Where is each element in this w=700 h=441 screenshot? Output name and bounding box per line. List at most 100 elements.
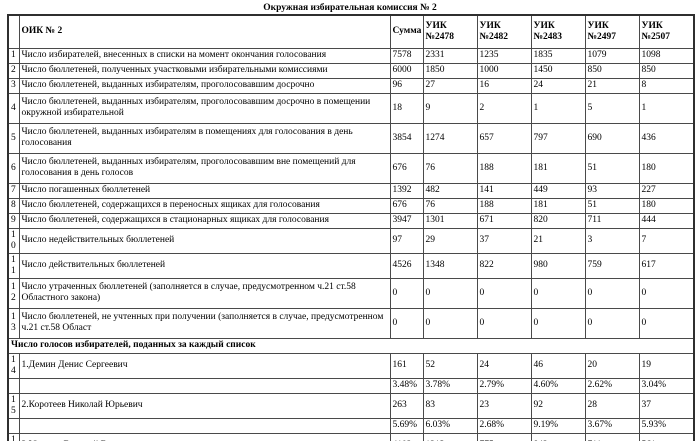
cell-percent: 2.68% [476,417,532,434]
cell-value: 96 [389,77,424,94]
col-header-line: УИК [425,20,447,31]
cell-value: 0 [530,307,586,339]
cell-value: 19 [638,352,695,379]
candidate-percent-row: 3.48% 3.78% 2.79% 4.60% 2.62% 3.04% [7,377,695,394]
cell-value: 0 [422,307,478,339]
cell-percent: 3.48% [389,377,424,394]
cell-percent: 5.69% [389,417,424,434]
col-header-line: УИК [479,20,501,31]
table-row: 7 Число погашенных бюллетеней 1392 482 1… [7,182,695,199]
row-number: 11 [7,252,20,279]
row-number: 15 [7,392,20,419]
row-number: 14 [7,352,20,379]
cell-value: 0 [389,307,424,339]
cell-value: 0 [584,277,640,309]
cell-value: 1 [530,92,586,124]
cell-value: 51 [584,152,640,184]
col-header-uik-2497: УИК №2497 [584,14,640,49]
cell-percent: 4.60% [530,377,586,394]
row-number: 7 [7,182,20,199]
cell-value: 676 [389,152,424,184]
cell-value: 1213 [422,432,478,441]
candidate-name: 1.Демин Денис Сергеевич [18,352,391,379]
cell-value: 561 [638,432,695,441]
col-header-line: №2478 [425,31,455,42]
cell-percent: 3.04% [638,377,695,394]
cell-value: 180 [638,197,695,214]
cell-value: 850 [638,62,695,79]
cell-value: 5 [584,92,640,124]
cell-value: 1392 [389,182,424,199]
corner-cell [7,14,20,49]
row-label: Число действительных бюллетеней [18,252,391,279]
row-label: Число бюллетеней, выданных избирателям, … [18,77,391,94]
cell-value: 0 [422,277,478,309]
cell-value: 711 [584,212,640,229]
cell-value: 1348 [422,252,478,279]
cell-value: 52 [422,352,478,379]
cell-value: 29 [422,227,478,254]
cell-value: 0 [638,307,695,339]
cell-value: 676 [389,197,424,214]
cell-value: 8 [638,77,695,94]
row-number: 9 [7,212,20,229]
cell-value: 2 [476,92,532,124]
cell-value: 690 [584,122,640,154]
cell-value: 820 [530,212,586,229]
candidate-name: 2.Коротеев Николай Юрьевич [18,392,391,419]
cell-value: 188 [476,152,532,184]
table-row: 8 Число бюллетеней, содержащихся в перен… [7,197,695,214]
cell-value: 0 [476,307,532,339]
cell-value: 1274 [422,122,478,154]
col-header-uik-2478: УИК №2478 [422,14,478,49]
cell-value: 20 [584,352,640,379]
col-header-line: УИК [641,20,663,31]
cell-value: 711 [584,432,640,441]
cell-value: 28 [584,392,640,419]
cell-value: 1235 [476,47,532,64]
cell-value: 444 [638,212,695,229]
row-number: 16 [7,432,20,441]
row-number: 2 [7,62,20,79]
row-number: 12 [7,277,20,309]
cell-value: 7 [638,227,695,254]
table-row: 12 Число утраченных бюллетеней (заполняе… [7,277,695,309]
cell-value: 1301 [422,212,478,229]
cell-value: 0 [389,277,424,309]
cell-value: 1850 [422,62,478,79]
cell-value: 37 [638,392,695,419]
cell-value: 27 [422,77,478,94]
row-label: Число утраченных бюллетеней (заполняется… [18,277,391,309]
col-header-line: УИК [587,20,609,31]
cell-value: 980 [530,252,586,279]
row-number: 6 [7,152,20,184]
cell-value: 3947 [389,212,424,229]
row-number: 8 [7,197,20,214]
cell-value: 263 [389,392,424,419]
table-row: 2 Число бюллетеней, полученных участковы… [7,62,695,79]
col-header-line: УИК [533,20,555,31]
cell-value: 180 [638,152,695,184]
cell-value: 449 [530,182,586,199]
cell-value: 0 [530,277,586,309]
table-row: 6 Число бюллетеней, выданных избирателям… [7,152,695,184]
col-header-uik-2482: УИК №2482 [476,14,532,49]
table-row: 13 Число бюллетеней, не учтенных при пол… [7,307,695,339]
cell-value: 9 [422,92,478,124]
cell-value: 21 [530,227,586,254]
cell-value: 759 [584,252,640,279]
cell-value: 97 [389,227,424,254]
col-header-uik-2507: УИК №2507 [638,14,695,49]
cell-value: 657 [476,122,532,154]
cell-value: 1098 [638,47,695,64]
row-label: Число бюллетеней, полученных участковыми… [18,62,391,79]
empty-cell [18,417,391,434]
cell-value: 482 [422,182,478,199]
section-header: Число голосов избирателей, поданных за к… [7,337,695,354]
table-row: 5 Число бюллетеней, выданных избирателям… [7,122,695,154]
row-number: 10 [7,227,20,254]
cell-value: 775 [476,432,532,441]
row-number: 1 [7,47,20,64]
cell-value: 92 [530,392,586,419]
